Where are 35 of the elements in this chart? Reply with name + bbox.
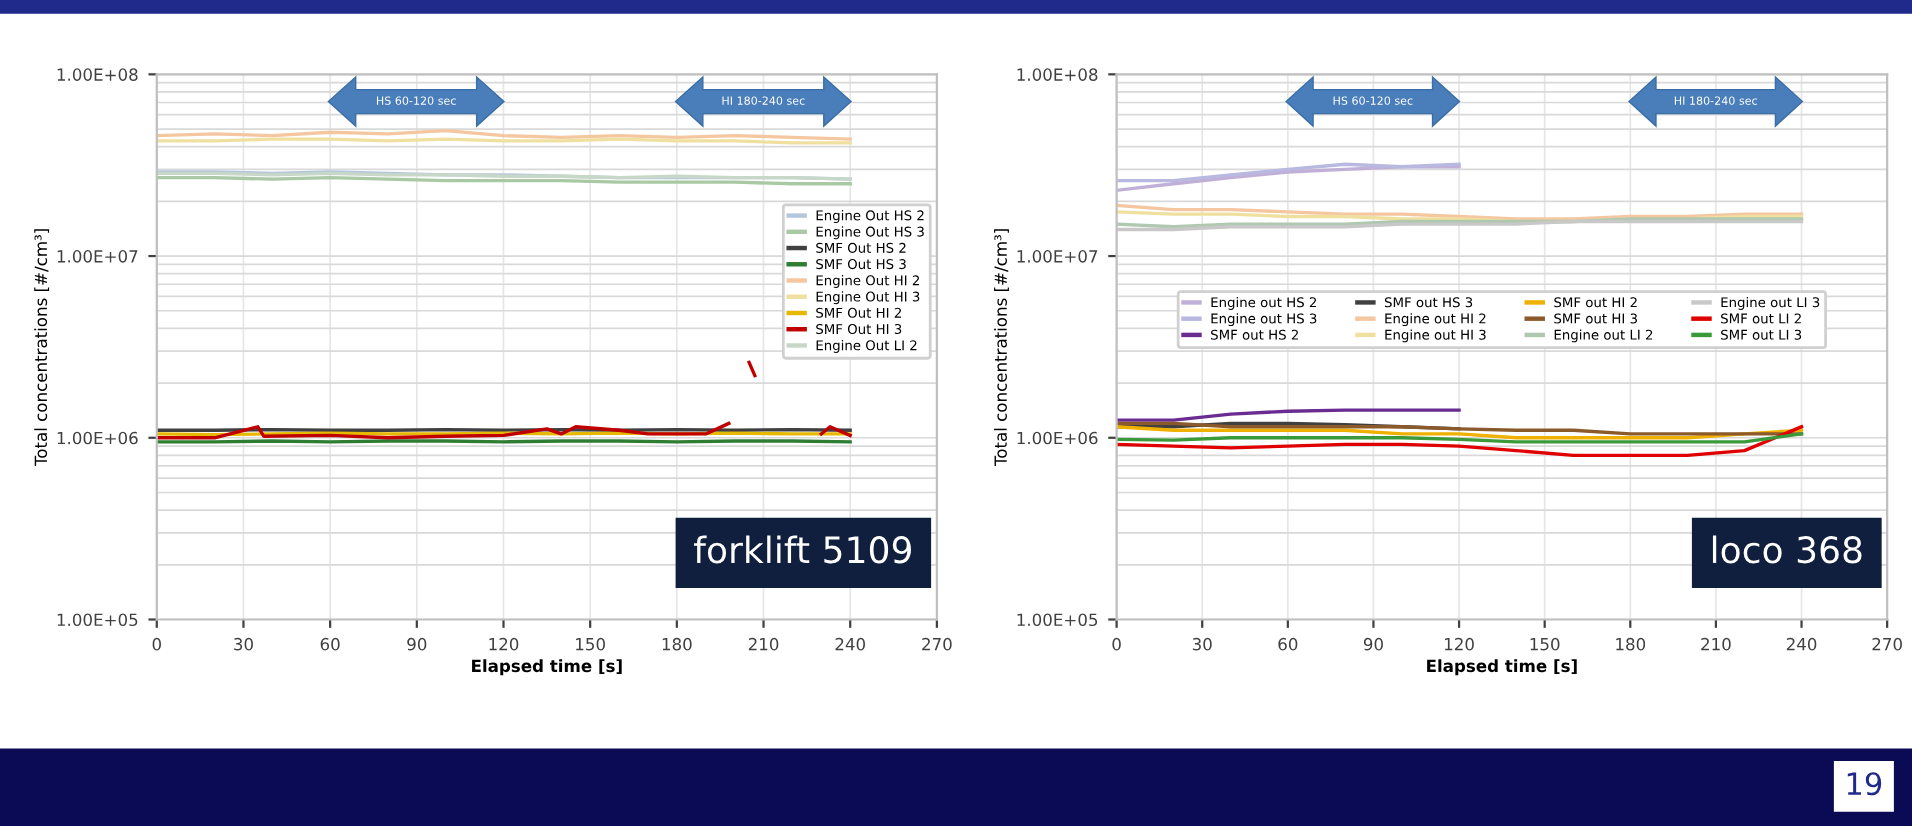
y-axis-title: Total concentrations [#/cm³] (34, 229, 50, 467)
x-tick-label: 90 (407, 637, 427, 651)
x-tick-label: 150 (576, 637, 605, 651)
x-tick-label: 210 (748, 637, 779, 651)
annotation: loco 368 (1712, 535, 1862, 564)
annotation: forklift 5109 (694, 535, 911, 564)
x-tick-label: 270 (1872, 637, 1902, 651)
x-tick-label: 0 (1112, 637, 1121, 651)
x-tick-label: 0 (152, 637, 161, 651)
x-tick-label: 180 (662, 637, 692, 651)
x-tick-label: 180 (1616, 637, 1646, 651)
y-tick-label: 1.00E+08 (57, 68, 138, 81)
x-axis-title: Elapsed time [s] (1427, 659, 1577, 676)
x-tick-label: 60 (1278, 637, 1298, 651)
y-tick-label: 1.00E+07 (57, 250, 138, 263)
y-tick-label: 1.00E+05 (57, 613, 138, 627)
y-tick-label: 1.00E+06 (1017, 431, 1098, 445)
y-tick-label: 1.00E+08 (1017, 68, 1098, 81)
x-tick-label: 30 (234, 637, 253, 651)
x-tick-label: 30 (1192, 637, 1212, 651)
x-tick-label: 210 (1701, 637, 1731, 651)
y-axis-title: Total concentrations [#/cm³] (994, 229, 1009, 467)
x-tick-label: 120 (1444, 637, 1474, 651)
y-tick-label: 1.00E+07 (1017, 250, 1098, 263)
x-tick-label: 120 (489, 637, 519, 651)
x-tick-label: 150 (1530, 637, 1560, 651)
text: 19 (1847, 772, 1882, 796)
x-tick-label: 240 (1786, 637, 1817, 651)
y-tick-label: 1.00E+06 (57, 431, 138, 445)
x-tick-label: 90 (1363, 637, 1383, 651)
x-axis-title: Elapsed time [s] (472, 659, 622, 676)
y-tick-label: 1.00E+05 (1017, 613, 1098, 627)
x-tick-label: 270 (922, 637, 952, 651)
x-tick-label: 60 (320, 637, 340, 651)
x-tick-label: 240 (835, 637, 865, 651)
